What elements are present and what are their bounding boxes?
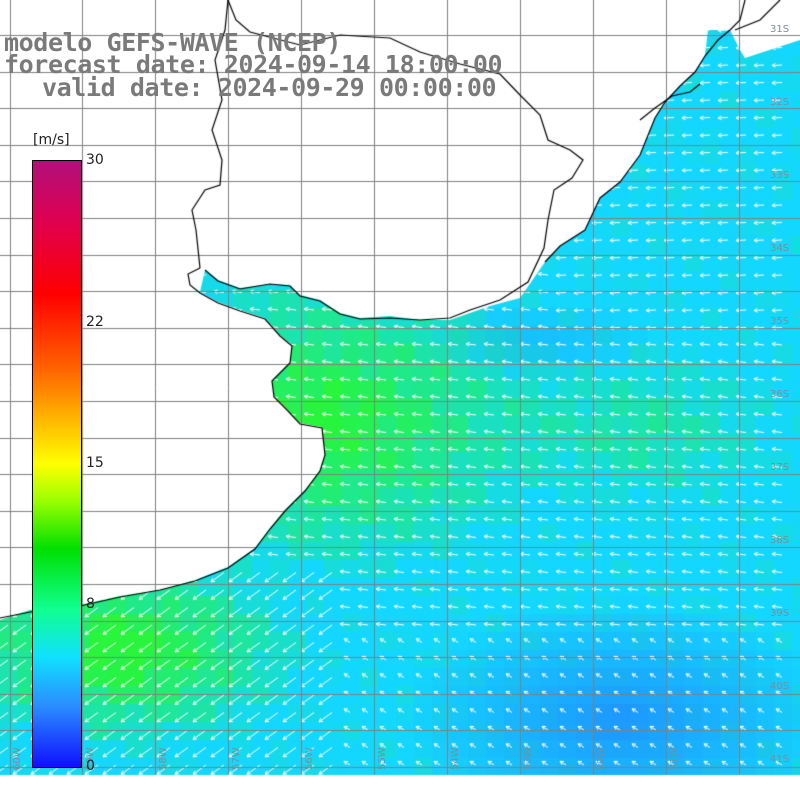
latitude-label: 35S [770,316,790,327]
latitude-label: 41S [770,754,790,765]
forecast-date: forecast date: 2024-09-14 18:00:00 [4,50,503,79]
latitude-label: 32S [770,97,790,108]
colorbar-tick: 8 [86,596,95,613]
latitude-label: 31S [770,24,790,35]
longitude-label: 53W [523,747,534,770]
longitude-label: 58W [158,747,169,770]
latitude-label: 33S [770,170,790,181]
longitude-label: 55W [377,747,388,770]
longitude-label: 54W [450,747,461,770]
colorbar-tick: 15 [86,455,104,471]
colorbar [32,160,82,768]
valid-date: valid date: 2024-09-29 00:00:00 [42,73,497,102]
longitude-label: 56W [304,747,315,770]
colorbar-unit: [m/s] [33,132,70,148]
longitude-label: 60W [12,747,23,770]
colorbar-tick: 0 [86,758,95,774]
latitude-label: 40S [770,681,790,692]
latitude-label: 34S [770,243,790,254]
colorbar-tick: 30 [86,152,104,168]
longitude-label: 51W [669,747,680,770]
latitude-label: 37S [770,462,790,473]
latitude-label: 38S [770,535,790,546]
longitude-label: 52W [596,747,607,770]
latitude-label: 36S [770,389,790,400]
longitude-label: 57W [231,747,242,770]
colorbar-tick: 22 [86,313,104,330]
model-title: modelo GEFS-WAVE (NCEP) [4,28,341,57]
latitude-label: 39S [770,608,790,619]
